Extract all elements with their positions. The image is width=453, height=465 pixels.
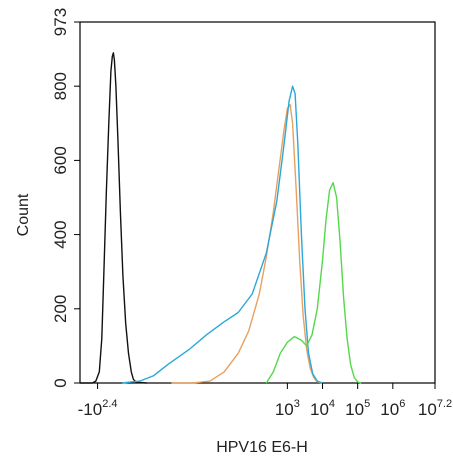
x-tick-label: 104 bbox=[310, 398, 335, 419]
x-tick-label: 105 bbox=[345, 398, 370, 419]
x-axis-title: HPV16 E6-H bbox=[216, 439, 308, 456]
x-tick-label: 106 bbox=[380, 398, 405, 419]
y-tick-label: 0 bbox=[51, 378, 70, 387]
y-axis-title: Count bbox=[15, 193, 32, 236]
x-axis-ticks: -102.4 103 104 105 106 107.2 bbox=[78, 383, 452, 419]
plot-frame bbox=[79, 21, 436, 384]
y-tick-label: 973 bbox=[51, 8, 70, 36]
series-line-3 bbox=[122, 85, 323, 384]
series-line-1 bbox=[80, 52, 147, 384]
x-tick-label: 107.2 bbox=[418, 398, 452, 419]
x-tick-label: 103 bbox=[275, 398, 300, 419]
series-line-4 bbox=[265, 182, 362, 384]
y-tick-label: 400 bbox=[51, 220, 70, 248]
y-axis-ticks: 0 200 400 600 800 973 bbox=[51, 8, 80, 388]
y-tick-label: 800 bbox=[51, 72, 70, 100]
histogram-curves bbox=[80, 52, 362, 384]
series-line-2 bbox=[171, 104, 323, 384]
y-tick-label: 200 bbox=[51, 295, 70, 323]
x-tick-label: -102.4 bbox=[78, 398, 118, 419]
y-tick-label: 600 bbox=[51, 146, 70, 174]
